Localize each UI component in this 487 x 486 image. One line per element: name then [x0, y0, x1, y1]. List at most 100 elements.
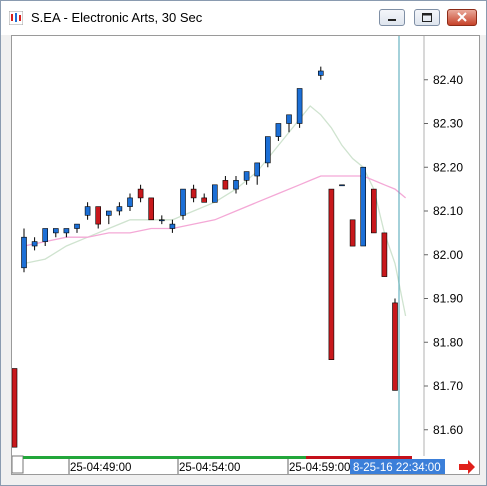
price-tick-label: 81.90 — [433, 292, 463, 306]
candle[interactable] — [116, 202, 123, 216]
candle-body — [116, 206, 123, 212]
candle[interactable] — [137, 184, 144, 203]
candle-body — [95, 206, 101, 225]
candle[interactable] — [349, 219, 356, 247]
current-time-label: 8-25-16 22:34:00 — [353, 462, 441, 474]
time-scroll-handle[interactable] — [11, 455, 24, 474]
time-label: 25-04:49:00 — [70, 462, 131, 474]
candle-body — [370, 188, 377, 234]
candle-body — [74, 223, 80, 229]
candle[interactable] — [286, 114, 292, 133]
candle[interactable] — [74, 223, 80, 233]
candle[interactable] — [127, 193, 133, 212]
window-title: S.EA - Electronic Arts, 30 Sec — [31, 10, 203, 25]
time-label: 25-04:59:00 — [289, 462, 350, 474]
candle[interactable] — [328, 188, 335, 361]
candle[interactable] — [169, 219, 176, 233]
candle[interactable] — [11, 368, 18, 448]
close-icon — [457, 12, 467, 22]
candle-body — [159, 219, 165, 222]
candle-body — [286, 114, 292, 124]
candle-body — [31, 241, 38, 247]
candle[interactable] — [254, 162, 260, 185]
minimize-button[interactable] — [379, 9, 405, 26]
candle-body — [11, 368, 18, 448]
candle[interactable] — [296, 88, 303, 128]
candle-body — [275, 123, 282, 137]
candle[interactable] — [95, 206, 101, 229]
candle-body — [169, 223, 176, 229]
candle[interactable] — [180, 188, 186, 220]
current-time-highlight — [350, 459, 445, 474]
candle-body — [190, 188, 197, 199]
candle-body — [328, 188, 335, 361]
candle-body — [296, 88, 303, 124]
candle-body — [127, 197, 133, 207]
candle[interactable] — [370, 188, 377, 234]
candle[interactable] — [265, 136, 271, 168]
price-tick-label: 81.80 — [433, 335, 463, 349]
candle-body — [222, 180, 229, 190]
session-bar-green — [23, 456, 306, 459]
candle-body — [317, 70, 324, 76]
chart-area[interactable]: 82.40 82.30 82.20 82.10 82.00 81.90 81.80 81.70… — [11, 35, 480, 475]
candle-body — [349, 219, 356, 247]
candle[interactable] — [201, 193, 207, 203]
candle-body — [360, 166, 367, 247]
candle[interactable] — [243, 171, 250, 185]
candlestick-chart[interactable]: 82.40 82.30 82.20 82.10 82.00 81.90 81.80 81.70… — [11, 36, 479, 474]
price-tick-label: 82.30 — [433, 117, 463, 131]
price-tick-label: 82.00 — [433, 248, 463, 262]
title-bar[interactable]: S.EA - Electronic Arts, 30 Sec — [1, 1, 486, 35]
candle[interactable] — [31, 237, 38, 251]
candle-body — [180, 188, 186, 216]
candle-body — [212, 184, 218, 203]
candle-body — [63, 228, 70, 234]
candle[interactable] — [52, 228, 59, 238]
candle[interactable] — [339, 184, 345, 187]
candle[interactable] — [212, 184, 218, 203]
candle[interactable] — [381, 232, 388, 277]
candle-body — [254, 162, 260, 177]
moving-average-line — [23, 105, 407, 317]
scroll-right-arrow-icon[interactable] — [459, 460, 475, 474]
candle-body — [137, 188, 144, 199]
candle[interactable] — [148, 197, 154, 221]
candle-body — [339, 184, 345, 187]
candle[interactable] — [317, 66, 324, 80]
price-tick-label: 82.20 — [433, 160, 463, 174]
candle[interactable] — [63, 228, 70, 238]
close-button[interactable] — [447, 9, 477, 26]
candle-body — [265, 136, 271, 164]
candle[interactable] — [159, 215, 165, 225]
maximize-button[interactable] — [414, 9, 440, 26]
minimize-icon — [388, 19, 396, 21]
candle[interactable] — [190, 184, 197, 203]
candle[interactable] — [233, 176, 239, 194]
price-tick-label: 82.10 — [433, 204, 463, 218]
candle-body — [106, 210, 112, 216]
candle-body — [243, 171, 250, 181]
candle-body — [84, 206, 91, 216]
time-label: 25-04:54:00 — [179, 462, 240, 474]
session-bar-red — [306, 456, 412, 459]
candle-body — [392, 302, 398, 391]
candle[interactable] — [42, 228, 49, 247]
price-tick-label: 81.60 — [433, 423, 463, 437]
app-chart-icon — [9, 11, 23, 25]
candle-body — [201, 197, 207, 203]
candle[interactable] — [392, 298, 398, 391]
candle[interactable] — [106, 210, 112, 225]
candle[interactable] — [21, 228, 27, 273]
candle-body — [148, 197, 154, 221]
candle[interactable] — [360, 166, 367, 247]
candle[interactable] — [84, 202, 91, 220]
candle-body — [233, 180, 239, 190]
candle[interactable] — [275, 123, 282, 142]
candle[interactable] — [222, 176, 229, 190]
candle-body — [42, 228, 49, 242]
price-tick-label: 82.40 — [433, 73, 463, 87]
maximize-icon — [422, 13, 432, 22]
candle-body — [381, 232, 388, 277]
